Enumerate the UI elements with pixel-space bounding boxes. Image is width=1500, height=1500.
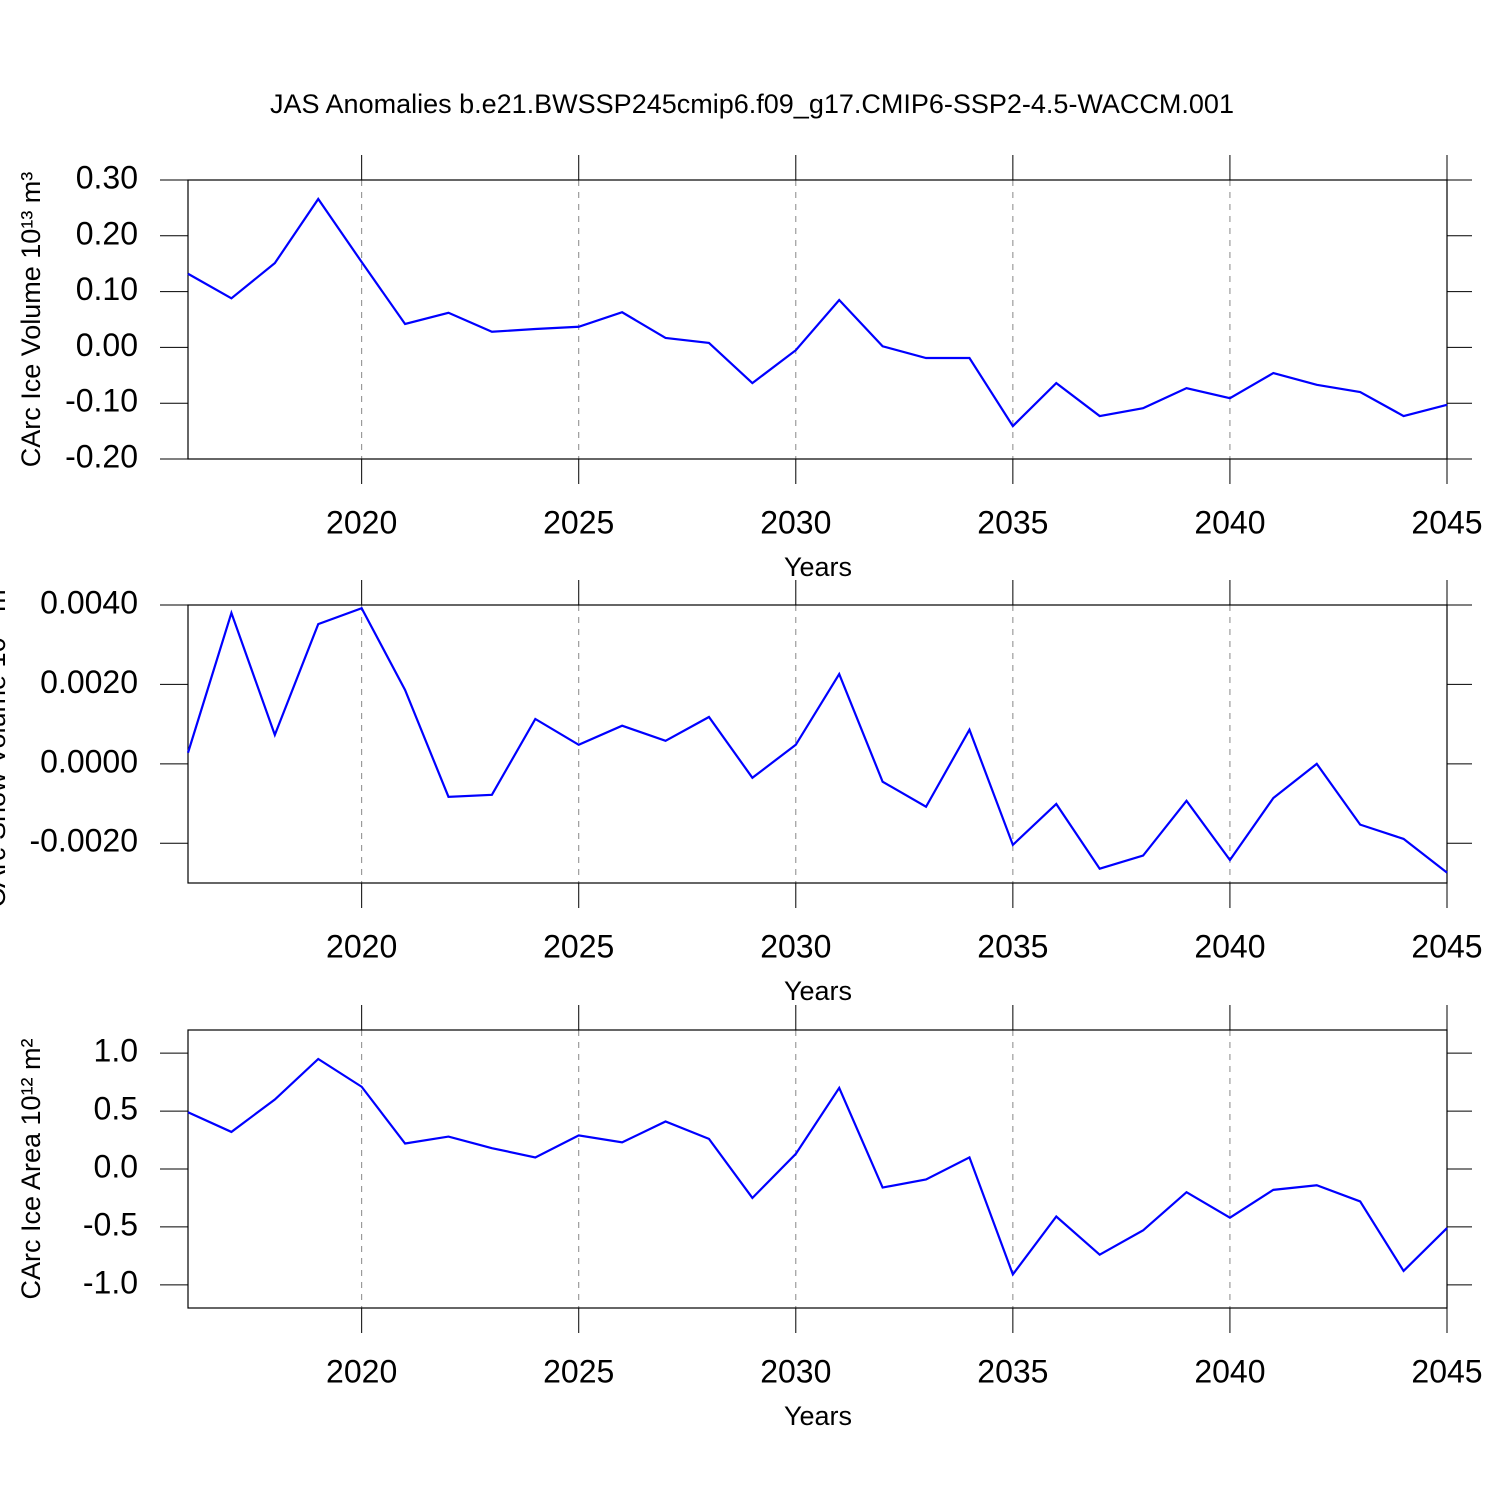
y-tick-label: -1.0 xyxy=(83,1264,138,1300)
y-tick-label: 0.0040 xyxy=(40,584,138,620)
x-tick-label: 2020 xyxy=(326,928,397,964)
y-axis-label: CArc Ice Volume 10¹³ m³ xyxy=(16,172,46,468)
x-tick-label: 2045 xyxy=(1411,1353,1482,1389)
y-tick-label: 0.00 xyxy=(76,327,138,363)
x-axis-label: Years xyxy=(784,1401,852,1431)
data-line xyxy=(186,606,1448,874)
plot-frame xyxy=(187,1029,1448,1309)
y-tick-label: -0.5 xyxy=(83,1206,138,1242)
y-tick-label: 1.0 xyxy=(94,1033,138,1069)
plot-frame xyxy=(187,179,1448,460)
y-tick-label: 0.0 xyxy=(94,1148,138,1184)
plot-frame xyxy=(187,604,1448,884)
y-tick-label: 0.10 xyxy=(76,271,138,307)
x-tick-label: 2040 xyxy=(1194,1353,1265,1389)
y-tick-label: 0.30 xyxy=(76,159,138,195)
x-tick-label: 2025 xyxy=(543,1353,614,1389)
y-axis-label: CArc Snow Volume 10¹³ m³ xyxy=(0,580,11,907)
y-tick-label: 0.20 xyxy=(76,215,138,251)
y-tick-label: -0.10 xyxy=(65,383,138,419)
chart-title: JAS Anomalies b.e21.BWSSP245cmip6.f09_g1… xyxy=(270,89,1234,119)
y-tick-label: 0.0020 xyxy=(40,664,138,700)
x-axis-label: Years xyxy=(784,552,852,582)
x-tick-label: 2020 xyxy=(326,1353,397,1389)
data-line xyxy=(187,197,1448,428)
x-tick-label: 2030 xyxy=(760,928,831,964)
x-tick-label: 2030 xyxy=(760,504,831,540)
data-line xyxy=(187,1057,1448,1277)
y-tick-label: 0.5 xyxy=(94,1091,138,1127)
x-tick-label: 2035 xyxy=(977,928,1048,964)
y-tick-label: -0.0020 xyxy=(29,823,138,859)
x-tick-label: 2020 xyxy=(326,504,397,540)
x-tick-label: 2035 xyxy=(977,504,1048,540)
x-tick-label: 2040 xyxy=(1194,504,1265,540)
y-axis-label: CArc Ice Area 10¹² m² xyxy=(16,1038,46,1299)
y-tick-label: 0.0000 xyxy=(40,743,138,779)
x-tick-label: 2025 xyxy=(543,928,614,964)
x-tick-label: 2045 xyxy=(1411,928,1482,964)
x-tick-label: 2025 xyxy=(543,504,614,540)
x-tick-label: 2035 xyxy=(977,1353,1048,1389)
y-tick-label: -0.20 xyxy=(65,438,138,474)
x-tick-label: 2030 xyxy=(760,1353,831,1389)
x-tick-label: 2040 xyxy=(1194,928,1265,964)
x-tick-label: 2045 xyxy=(1411,504,1482,540)
x-axis-label: Years xyxy=(784,976,852,1006)
